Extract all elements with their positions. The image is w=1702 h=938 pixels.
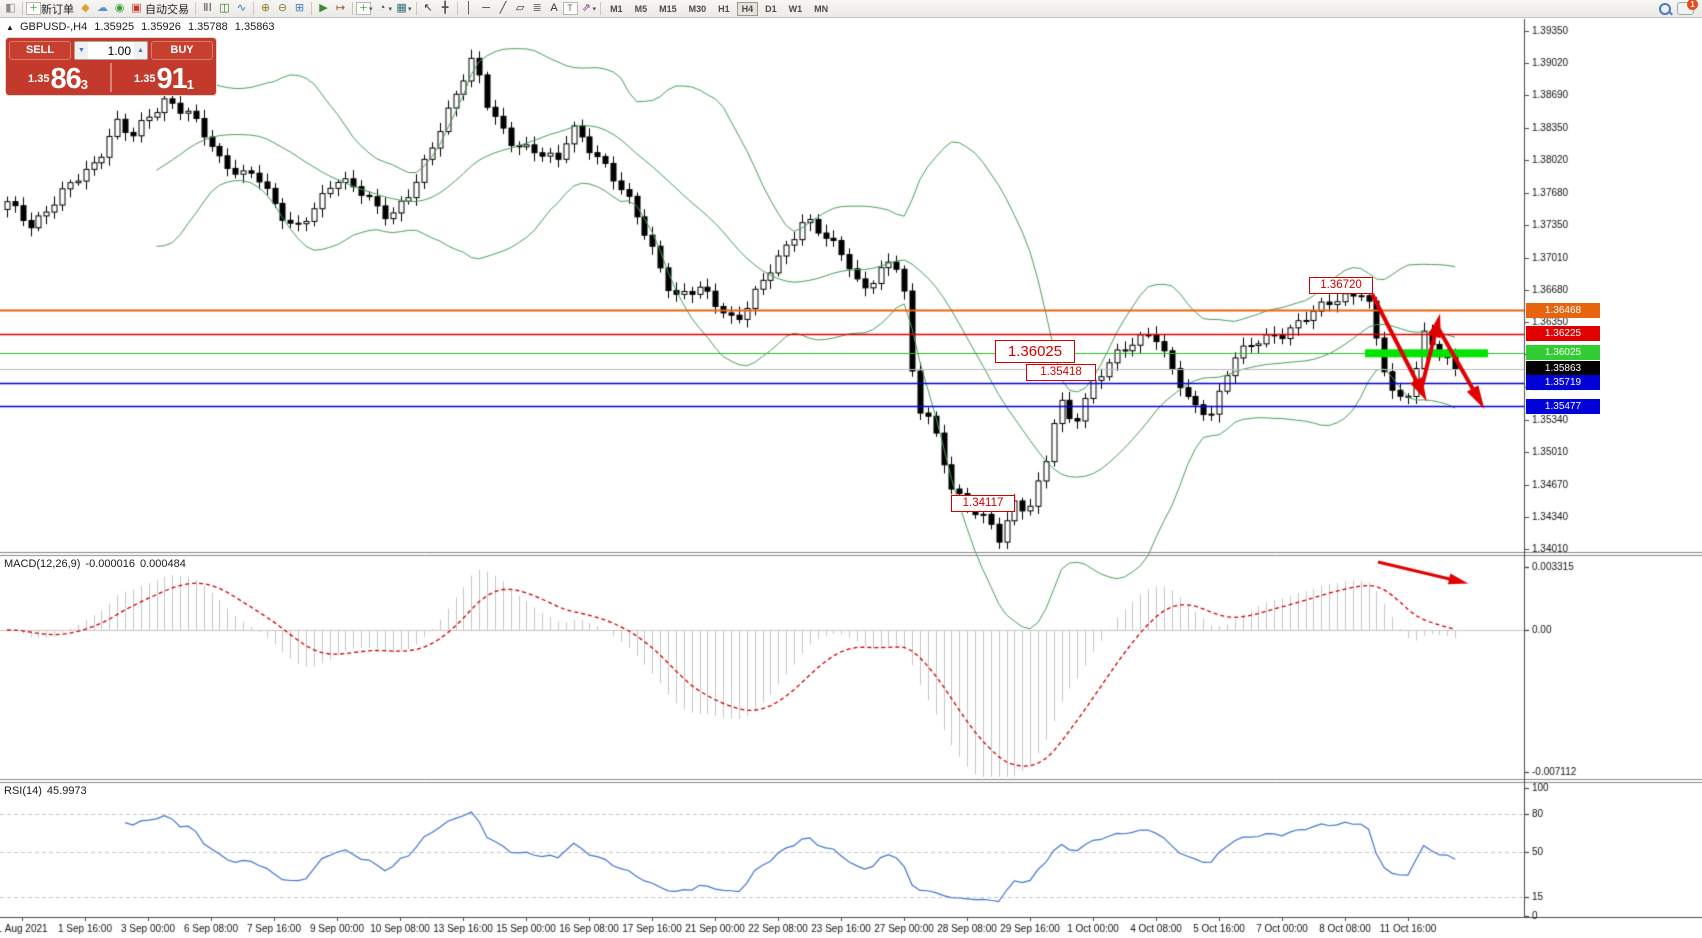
toolbar-right-cluster: 1 <box>1659 0 1700 15</box>
autotrading-label[interactable]: 自动交易 <box>145 3 189 16</box>
equidistant-channel-icon[interactable]: ▱ <box>515 2 525 14</box>
symbol-info-bar: ▲ GBPUSD-,H4 1.35925 1.35926 1.35788 1.3… <box>6 21 279 33</box>
sell-price-small: 1.35 <box>28 73 50 85</box>
new-order-label[interactable]: 新订单 <box>41 3 74 16</box>
sell-button[interactable]: SELL <box>9 41 71 60</box>
buy-price-big: 91 <box>156 63 187 95</box>
volume-stepper: ▼ ▲ <box>74 41 148 60</box>
bar-chart-icon[interactable]: ⅡⅠ <box>203 2 212 14</box>
rsi-label: RSI(14) 45.9973 <box>4 785 92 797</box>
toolbar-separator <box>352 2 353 15</box>
cloud-account-icon[interactable]: ☁ <box>97 2 108 14</box>
macd-name: MACD(12,26,9) <box>4 558 81 570</box>
volume-input[interactable] <box>88 42 134 59</box>
price-divider <box>110 63 112 92</box>
auto-scroll-icon[interactable]: ▶ <box>319 2 328 14</box>
timeframe-mn[interactable]: MN <box>814 3 829 14</box>
timeframe-m15[interactable]: M15 <box>659 3 677 14</box>
search-icon[interactable] <box>1659 2 1671 15</box>
templates-caret[interactable]: ▾ <box>408 5 412 13</box>
macd-label: MACD(12,26,9) -0.000016 0.000484 <box>4 558 191 570</box>
buy-price-sup: 1 <box>186 77 194 92</box>
arrows-caret[interactable]: ▾ <box>592 5 597 13</box>
axis-badge-red: 1.36225 <box>1526 326 1600 341</box>
toolbar-separator <box>415 2 417 15</box>
text-icon[interactable]: A <box>550 2 558 14</box>
timeframe-m30[interactable]: M30 <box>688 3 707 14</box>
horizontal-line-icon[interactable]: ─ <box>482 2 490 14</box>
sell-price-display[interactable]: 1.35 86 3 <box>9 63 107 95</box>
signals-icon[interactable]: ◉ <box>114 2 125 14</box>
axis-badge-orange: 1.36468 <box>1526 303 1600 318</box>
timeframe-h1[interactable]: H1 <box>718 3 730 14</box>
rsi-name: RSI(14) <box>4 785 42 797</box>
axis-badge-current-price: 1.35863 <box>1526 361 1600 376</box>
toolbar-separator <box>600 2 602 15</box>
timeframe-m1[interactable]: M1 <box>610 3 623 14</box>
zoom-out-icon[interactable]: ⊖ <box>277 2 288 14</box>
quote-low: 1.35788 <box>187 21 228 33</box>
axis-badge-green: 1.36025 <box>1526 345 1600 360</box>
quote-high: 1.35926 <box>141 21 181 33</box>
quote-open: 1.35925 <box>94 21 135 33</box>
annotation-swing-high[interactable]: 1.36720 <box>1309 277 1373 294</box>
crosshair-icon[interactable]: ╋ <box>441 2 449 14</box>
line-chart-icon[interactable]: ∿ <box>236 2 247 14</box>
candlestick-chart-icon[interactable]: ◫ <box>219 2 230 14</box>
styles-bucket-icon[interactable]: ◆ <box>81 2 90 14</box>
rsi-value: 45.9973 <box>46 785 87 797</box>
autotrading-icon[interactable]: ▣ <box>131 2 142 14</box>
symbol-title: GBPUSD-,H4 <box>19 21 88 33</box>
tile-windows-icon[interactable]: ⊞ <box>294 2 305 14</box>
periods-caret[interactable]: ▾ <box>388 5 393 13</box>
toolbar-separator <box>311 2 312 15</box>
quote-close: 1.35863 <box>234 21 275 33</box>
toolbar-separator <box>253 2 254 15</box>
direction-up-icon: ▲ <box>6 23 14 32</box>
timeframe-m5[interactable]: M5 <box>634 3 648 14</box>
cursor-icon[interactable]: ↖ <box>423 2 433 14</box>
timeframe-h4[interactable]: H4 <box>736 1 759 16</box>
annotation-major-low[interactable]: 1.34117 <box>951 495 1015 512</box>
timeframe-d1[interactable]: D1 <box>765 3 777 14</box>
volume-decrease-button[interactable]: ▼ <box>75 42 88 59</box>
annotation-sr-level[interactable]: 1.36025 <box>995 340 1075 363</box>
periods-icon[interactable]: ◔ <box>378 2 386 14</box>
indicators-icon[interactable]: ＋ <box>356 2 371 15</box>
notification-badge: 1 <box>1687 0 1698 10</box>
text-label-icon[interactable]: T <box>562 2 578 15</box>
fibonacci-icon[interactable]: ≣ <box>532 2 542 14</box>
trendline-icon[interactable]: ╱ <box>499 2 507 14</box>
zoom-in-icon[interactable]: ⊕ <box>260 2 271 14</box>
macd-value-main: -0.000016 <box>85 558 135 570</box>
arrows-tool-icon[interactable]: ⇗ <box>581 2 591 14</box>
macd-value-signal: 0.000484 <box>139 558 186 570</box>
axis-badge-blue-lower: 1.35477 <box>1526 399 1600 414</box>
toolbar-separator <box>22 2 23 15</box>
axis-badge-blue-upper: 1.35719 <box>1526 375 1600 390</box>
annotation-support-mid[interactable]: 1.35418 <box>1026 364 1096 381</box>
new-order-icon[interactable]: ＋ <box>26 2 41 15</box>
buy-price-display[interactable]: 1.35 91 1 <box>115 63 213 95</box>
vertical-line-icon[interactable]: │ <box>465 2 473 14</box>
main-toolbar: ◧ ＋新订单 ◆ ☁ ◉ ▣ 自动交易 ⅡⅠ ◫ ∿ ⊕ ⊖ ⊞ ▶ ↦ ＋ ▾ ◔ ▾ ▦ ▾ ↖ ╋ │ ─ ╱ ▱ ≣ A T ⇗ ▾ M… <box>0 0 1702 18</box>
chart-window-icon[interactable]: ◧ <box>5 2 16 14</box>
chart-shift-icon[interactable]: ↦ <box>335 2 346 14</box>
indicators-caret[interactable]: ▾ <box>369 5 373 13</box>
buy-price-small: 1.35 <box>134 73 156 85</box>
templates-icon[interactable]: ▦ <box>396 2 407 14</box>
toolbar-separator <box>195 2 196 15</box>
toolbar-separator <box>456 2 458 15</box>
timeframe-w1[interactable]: W1 <box>788 3 803 14</box>
sell-price-big: 86 <box>50 63 81 95</box>
volume-increase-button[interactable]: ▲ <box>134 42 147 59</box>
sell-price-sup: 3 <box>80 77 88 92</box>
buy-button[interactable]: BUY <box>151 41 213 60</box>
notifications-icon[interactable]: 1 <box>1677 0 1698 15</box>
